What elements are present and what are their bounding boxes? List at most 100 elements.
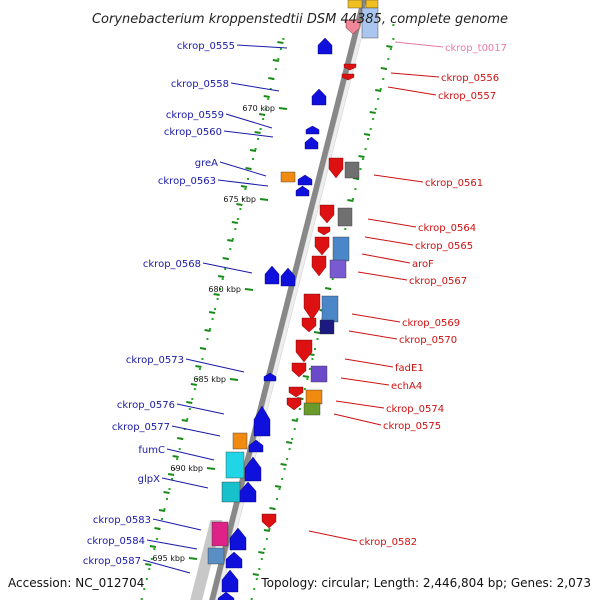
plus-strand-gene [288,386,304,398]
cds-annotation-box [280,171,296,183]
cds-annotation-box [361,7,379,39]
outer-dotted-ring [359,168,362,170]
gene-label-ckrop_0558: ckrop_0558 [171,79,229,90]
inner-dotted-ring [236,218,239,220]
outer-dotted-ring [367,138,370,140]
ring-tick [204,329,211,332]
outer-dotted-ring [258,568,261,570]
minus-strand-gene [225,551,243,569]
gene-label-ckrop_0564: ckrop_0564 [418,223,476,234]
inner-dotted-ring [224,268,227,270]
ring-tick [386,45,393,48]
outer-dotted-ring [253,588,256,590]
outer-dotted-ring [265,538,268,540]
leader-line [152,518,202,531]
ring-tick [149,545,157,548]
ring-tick [313,331,321,334]
inner-dotted-ring [267,98,270,100]
scale-tick [188,557,198,560]
cds-annotation-box [365,0,379,9]
scale-tick [244,288,254,291]
inner-dotted-ring [279,48,282,50]
ring-tick [158,509,166,512]
minus-strand-gene [253,405,271,437]
cds-annotation-box [305,389,323,405]
outer-dotted-ring [293,428,296,430]
minus-strand-gene [311,88,327,106]
inner-dotted-ring [155,538,158,540]
feature-tracks [140,0,395,600]
inner-dotted-ring [214,308,217,310]
outer-dotted-ring [263,548,266,550]
ring-tick [218,275,225,278]
plus-strand-gene [314,236,330,256]
ring-tick [213,293,220,296]
ring-tick [177,437,184,440]
inner-dotted-ring [264,108,267,110]
scale-tick-label: 695 kbp [152,554,185,563]
leader-line [335,400,385,409]
gene-label-ckrop_0568: ckrop_0568 [143,259,201,270]
outer-dotted-ring [291,438,294,440]
ring-tick [167,473,175,476]
ring-tick [272,59,279,62]
outer-dotted-ring [377,98,380,100]
leader-line [357,271,408,281]
ring-tick [280,463,287,466]
ring-tick [145,563,152,566]
plus-strand-gene [341,73,355,81]
ring-tick [186,401,193,404]
ring-tick [277,41,284,44]
scale-tick-label: 675 kbp [223,195,256,204]
scale-tick-label: 690 kbp [170,464,203,473]
minus-strand-gene [248,439,264,453]
gene-label-ckrop_0584: ckrop_0584 [87,536,145,547]
outer-dotted-ring [308,368,311,370]
leader-line [364,236,414,246]
outer-dotted-ring [392,24,395,26]
leader-line [219,161,267,177]
ring-tick [363,133,371,136]
ring-tick [286,441,293,444]
outer-dotted-ring [379,88,382,90]
inner-dotted-ring [252,158,255,160]
outer-dotted-ring [369,128,372,130]
leader-line [387,86,437,96]
ring-tick [358,155,365,158]
outer-dotted-ring [283,468,286,470]
inner-dotted-ring [231,238,234,240]
gene-labels: ckrop_0555 ckrop_0558 ckrop_0559 ckrop_0560… [83,41,507,574]
leader-line [367,218,417,228]
leader-line [225,113,273,129]
ring-tick [302,375,310,378]
gene-label-ckrop_0563: ckrop_0563 [158,176,216,187]
minus-strand-gene [263,372,277,382]
scale-tick-label: 685 kbp [193,375,226,384]
gene-label-ckrop_0583: ckrop_0583 [93,515,151,526]
inner-dotted-ring [198,368,201,370]
outer-dotted-ring [313,348,316,350]
outer-dotted-ring [331,278,334,280]
gene-label-ckrop_0556: ckrop_0556 [441,73,499,84]
leader-line [333,413,382,426]
accession-text: Accession: NC_012704 [8,576,144,590]
gene-label-ckrop_0570: ckrop_0570 [399,335,457,346]
ring-tick [222,257,229,260]
gene-label-aroF: aroF [412,259,434,270]
cds-annotation-box [310,365,328,383]
inner-dotted-ring [206,338,209,340]
outer-dotted-ring [286,458,289,460]
plus-strand-gene [291,362,307,378]
cds-annotation-box [303,402,321,416]
gene-label-fadE1: fadE1 [395,363,424,374]
gene-label-ckrop_0561: ckrop_0561 [425,178,483,189]
gene-label-ckrop_0559: ckrop_0559 [166,110,224,121]
backbone-line [209,0,367,600]
outer-dotted-ring [268,528,271,530]
leader-line [223,130,274,138]
cds-annotation-box [329,259,347,279]
inner-dotted-ring [168,488,171,490]
ring-tick [324,287,332,290]
minus-strand-gene [221,569,239,593]
cds-annotation-box [332,236,350,262]
